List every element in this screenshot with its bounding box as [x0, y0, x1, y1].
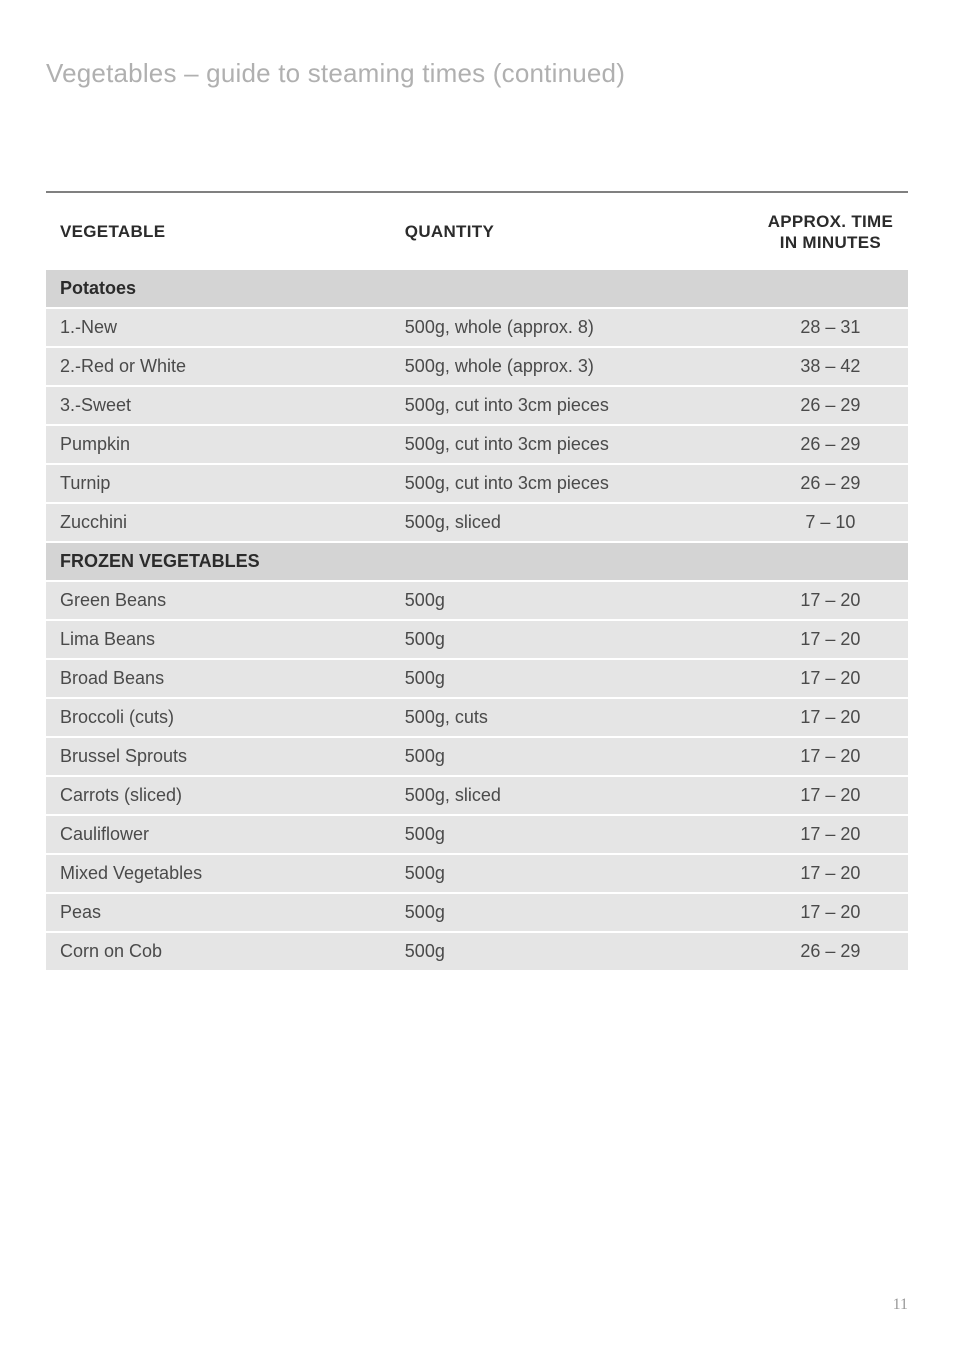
cell-veg: 2.-Red or White — [46, 348, 391, 385]
table-row: Broccoli (cuts)500g, cuts17 – 20 — [46, 699, 908, 736]
table-row: Corn on Cob500g26 – 29 — [46, 933, 908, 970]
page-title: Vegetables – guide to steaming times (co… — [46, 58, 908, 89]
cell-time: 17 – 20 — [753, 699, 908, 736]
cell-veg: Lima Beans — [46, 621, 391, 658]
table-row: Pumpkin500g, cut into 3cm pieces26 – 29 — [46, 426, 908, 463]
cell-time: 17 – 20 — [753, 738, 908, 775]
cell-veg: Pumpkin — [46, 426, 391, 463]
cell-time: 26 – 29 — [753, 465, 908, 502]
cell-qty: 500g — [391, 816, 753, 853]
document-page: Vegetables – guide to steaming times (co… — [0, 0, 954, 1354]
cell-time: 17 – 20 — [753, 855, 908, 892]
cell-time: 26 – 29 — [753, 933, 908, 970]
table-row: Zucchini500g, sliced7 – 10 — [46, 504, 908, 541]
cell-qty: 500g — [391, 621, 753, 658]
cell-qty: 500g, cut into 3cm pieces — [391, 465, 753, 502]
table-row: Turnip500g, cut into 3cm pieces26 – 29 — [46, 465, 908, 502]
cell-veg: Turnip — [46, 465, 391, 502]
table-head: VEGETABLE QUANTITY APPROX. TIME IN MINUT… — [46, 191, 908, 268]
cell-qty: 500g — [391, 894, 753, 931]
cell-time: 17 – 20 — [753, 582, 908, 619]
cell-veg: Mixed Vegetables — [46, 855, 391, 892]
cell-qty: 500g, cut into 3cm pieces — [391, 426, 753, 463]
cell-veg: Brussel Sprouts — [46, 738, 391, 775]
cell-qty: 500g — [391, 855, 753, 892]
table-row: 3.-Sweet500g, cut into 3cm pieces26 – 29 — [46, 387, 908, 424]
cell-qty: 500g, whole (approx. 8) — [391, 309, 753, 346]
section-label: FROZEN VEGETABLES — [46, 543, 908, 580]
cell-qty: 500g, whole (approx. 3) — [391, 348, 753, 385]
cell-time: 17 – 20 — [753, 894, 908, 931]
cell-veg: 1.-New — [46, 309, 391, 346]
col-header-time-line2: IN MINUTES — [780, 233, 881, 252]
table-row: 1.-New500g, whole (approx. 8)28 – 31 — [46, 309, 908, 346]
cell-qty: 500g, sliced — [391, 504, 753, 541]
table-row: Cauliflower500g17 – 20 — [46, 816, 908, 853]
cell-qty: 500g, cuts — [391, 699, 753, 736]
table-row: Green Beans500g17 – 20 — [46, 582, 908, 619]
cell-time: 38 – 42 — [753, 348, 908, 385]
cell-veg: Cauliflower — [46, 816, 391, 853]
cell-qty: 500g, cut into 3cm pieces — [391, 387, 753, 424]
section-header-potatoes: Potatoes — [46, 270, 908, 307]
cell-veg: Zucchini — [46, 504, 391, 541]
table-body: Potatoes 1.-New500g, whole (approx. 8)28… — [46, 270, 908, 970]
cell-veg: Broad Beans — [46, 660, 391, 697]
table-row: 2.-Red or White500g, whole (approx. 3)38… — [46, 348, 908, 385]
table-row: Brussel Sprouts500g17 – 20 — [46, 738, 908, 775]
section-label: Potatoes — [46, 270, 908, 307]
cell-qty: 500g — [391, 582, 753, 619]
table-row: Peas500g17 – 20 — [46, 894, 908, 931]
cell-qty: 500g — [391, 738, 753, 775]
cell-qty: 500g — [391, 660, 753, 697]
cell-veg: Green Beans — [46, 582, 391, 619]
cell-time: 17 – 20 — [753, 816, 908, 853]
cell-qty: 500g — [391, 933, 753, 970]
cell-time: 7 – 10 — [753, 504, 908, 541]
col-header-vegetable: VEGETABLE — [46, 195, 391, 268]
table-row: Lima Beans500g17 – 20 — [46, 621, 908, 658]
cell-qty: 500g, sliced — [391, 777, 753, 814]
cell-veg: Broccoli (cuts) — [46, 699, 391, 736]
col-header-time: APPROX. TIME IN MINUTES — [753, 195, 908, 268]
top-rule — [46, 191, 908, 193]
cell-time: 17 – 20 — [753, 777, 908, 814]
cell-time: 17 – 20 — [753, 660, 908, 697]
page-number: 11 — [893, 1296, 908, 1314]
cell-time: 17 – 20 — [753, 621, 908, 658]
header-row: VEGETABLE QUANTITY APPROX. TIME IN MINUT… — [46, 195, 908, 268]
table-row: Mixed Vegetables500g17 – 20 — [46, 855, 908, 892]
table-row: Carrots (sliced)500g, sliced17 – 20 — [46, 777, 908, 814]
col-header-time-line1: APPROX. TIME — [768, 212, 893, 231]
section-header-frozen: FROZEN VEGETABLES — [46, 543, 908, 580]
cell-time: 26 – 29 — [753, 426, 908, 463]
steaming-times-table: VEGETABLE QUANTITY APPROX. TIME IN MINUT… — [46, 189, 908, 972]
table-row: Broad Beans500g17 – 20 — [46, 660, 908, 697]
cell-veg: 3.-Sweet — [46, 387, 391, 424]
cell-veg: Carrots (sliced) — [46, 777, 391, 814]
cell-time: 26 – 29 — [753, 387, 908, 424]
cell-veg: Corn on Cob — [46, 933, 391, 970]
cell-time: 28 – 31 — [753, 309, 908, 346]
col-header-quantity: QUANTITY — [391, 195, 753, 268]
cell-veg: Peas — [46, 894, 391, 931]
